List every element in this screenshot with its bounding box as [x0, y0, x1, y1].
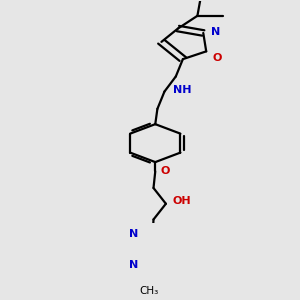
Text: NH: NH — [173, 85, 192, 95]
Text: CH₃: CH₃ — [140, 286, 159, 296]
Text: N: N — [211, 27, 220, 37]
Text: N: N — [129, 260, 139, 270]
Text: N: N — [129, 229, 139, 239]
Text: O: O — [213, 53, 222, 63]
Text: OH: OH — [173, 196, 192, 206]
Text: O: O — [160, 166, 170, 176]
